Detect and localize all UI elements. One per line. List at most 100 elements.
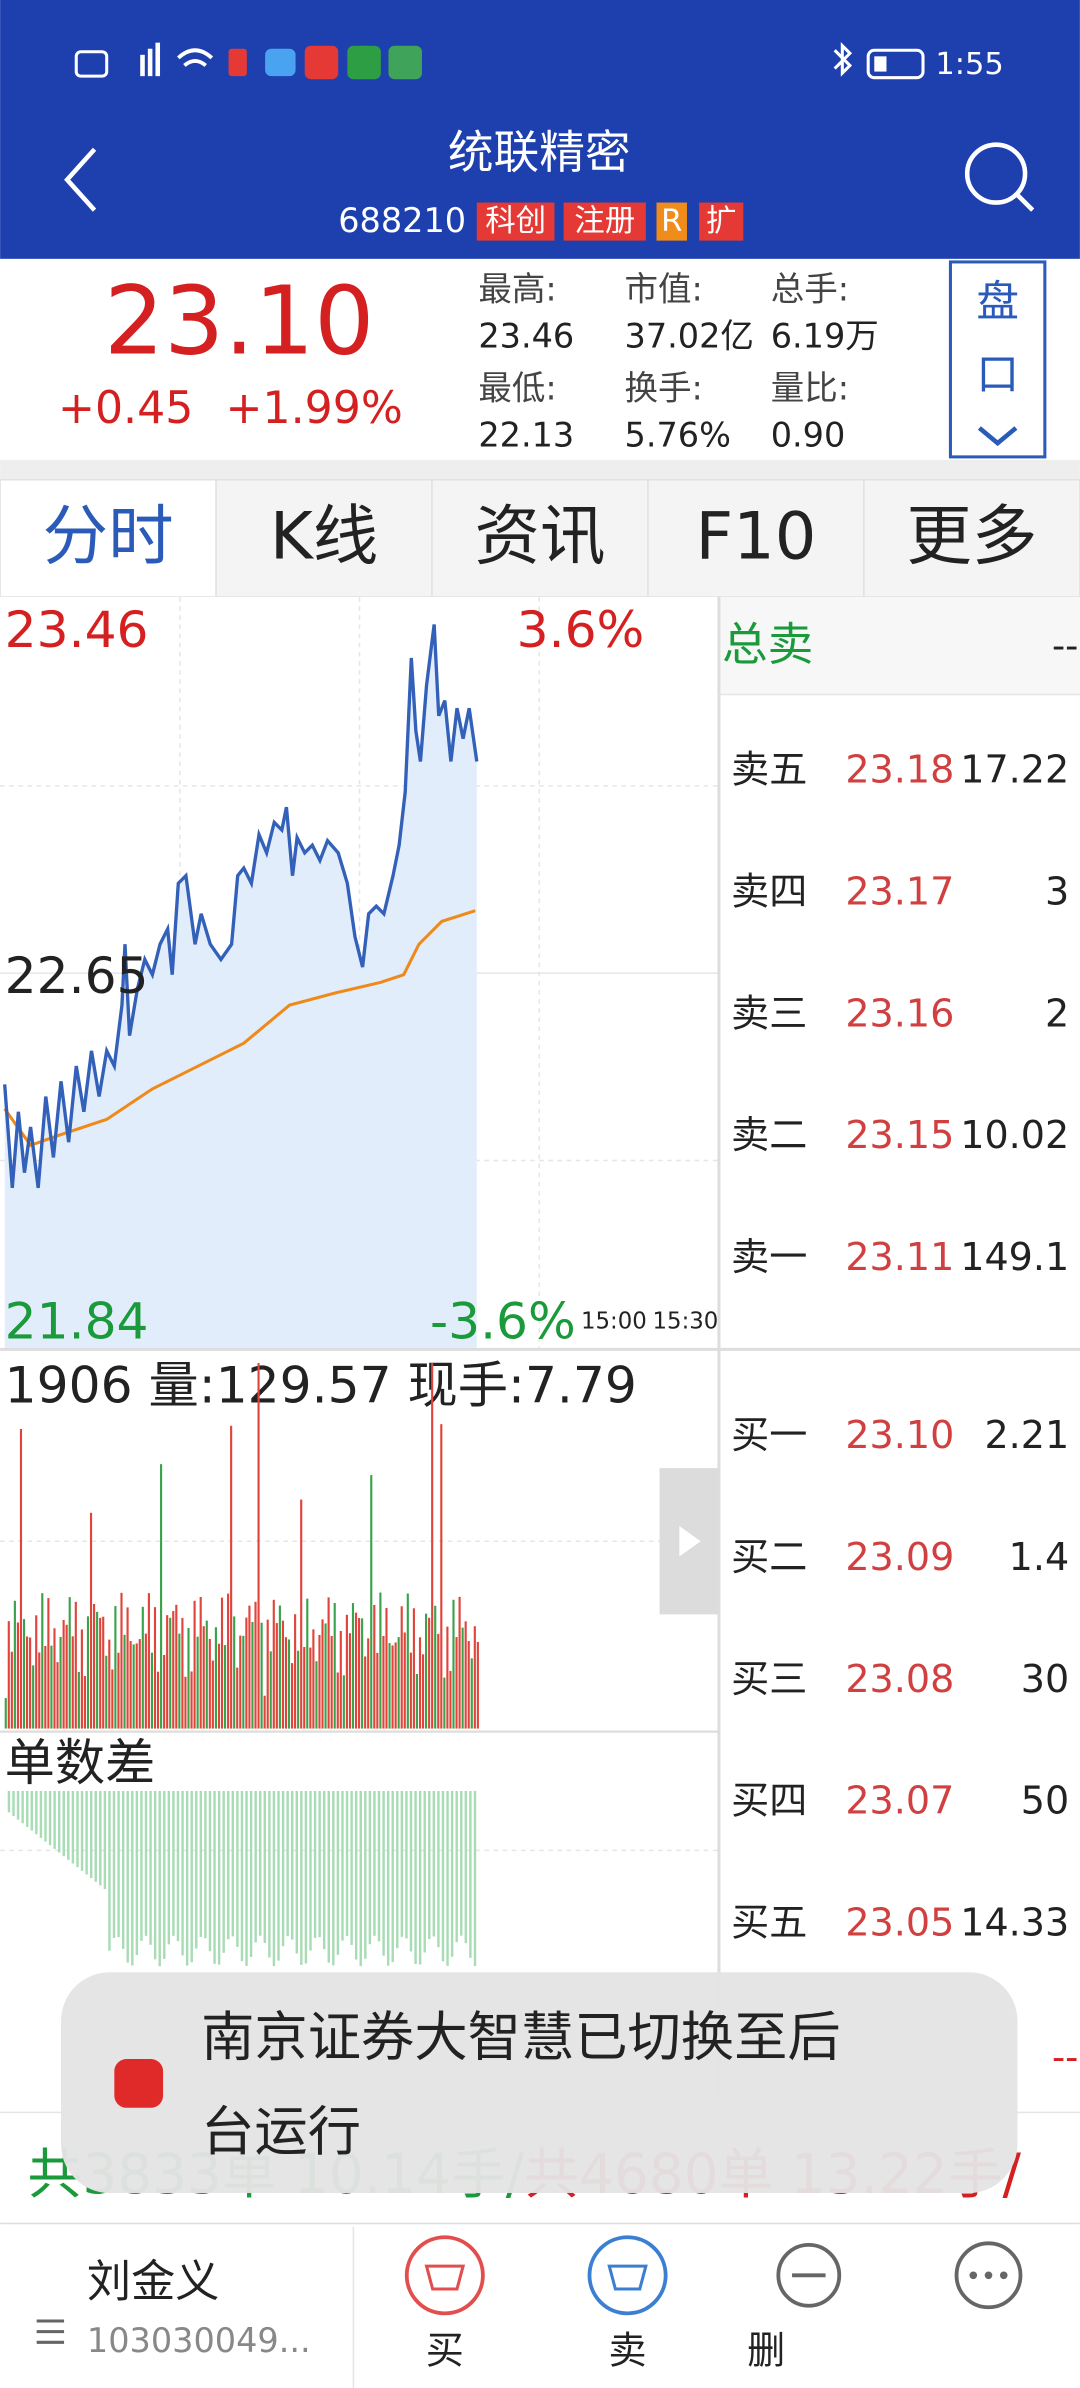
- indicator-bar: [222, 1791, 225, 1953]
- indicator-bar: [53, 1791, 56, 1849]
- signal-bar: [155, 42, 161, 77]
- more-icon[interactable]: [954, 2241, 1023, 2310]
- delete-icon[interactable]: [776, 2242, 842, 2308]
- app-icon: [304, 45, 339, 80]
- toast-app-icon: [114, 2059, 164, 2108]
- indicator-bar: [163, 1791, 166, 1959]
- sell-total-bg: [720, 597, 1080, 695]
- handicap-chevron[interactable]: [977, 426, 1018, 447]
- menu-icon[interactable]: [36, 2319, 65, 2344]
- volume-bar: [284, 1637, 288, 1729]
- handicap-label[interactable]: 盘: [976, 277, 1019, 327]
- volume-bar: [470, 1658, 473, 1729]
- tab-bg[interactable]: [431, 478, 649, 598]
- indicator-bar: [281, 1791, 285, 1947]
- indicator-bar: [300, 1791, 303, 1965]
- volume-bar: [242, 1635, 245, 1729]
- tab[interactable]: 资讯: [475, 499, 606, 575]
- tab[interactable]: 更多: [906, 499, 1037, 575]
- handicap-button[interactable]: [948, 260, 1047, 459]
- sell-cart[interactable]: [607, 2264, 648, 2291]
- toast-text: 南京证券大智慧已切换至后: [201, 2006, 841, 2068]
- volume-bar: [169, 1617, 172, 1729]
- tab[interactable]: F10: [695, 499, 816, 575]
- tab[interactable]: 分时: [43, 499, 174, 575]
- volume-bar: [461, 1627, 464, 1729]
- tab-bg[interactable]: [863, 478, 1080, 598]
- volume-bar: [476, 1641, 479, 1729]
- volume-bar: [217, 1643, 221, 1729]
- indicator-bar: [377, 1791, 381, 1942]
- volume-bar: [376, 1652, 379, 1729]
- volume-bar: [464, 1621, 467, 1729]
- volume-bar: [394, 1642, 397, 1729]
- sell-action[interactable]: 卖: [609, 2328, 647, 2372]
- indicator-bar: [21, 1791, 24, 1824]
- sell-price: 23.16: [845, 991, 954, 1035]
- buy-icon[interactable]: [404, 2235, 485, 2316]
- sell-icon[interactable]: [587, 2235, 668, 2316]
- stat-label: 市值:: [625, 269, 703, 308]
- tag: 注册: [574, 204, 635, 239]
- volume-bar: [309, 1647, 312, 1729]
- buy-level: 买二: [731, 1535, 807, 1579]
- volume-bar: [190, 1671, 193, 1729]
- indicator-bar: [405, 1791, 408, 1939]
- volume-bar: [467, 1640, 470, 1729]
- hd-icon: [74, 50, 109, 78]
- volume-bar: [327, 1597, 330, 1729]
- volume-bar: [80, 1629, 83, 1729]
- indicator-bar: [108, 1791, 111, 1951]
- volume-bar: [397, 1637, 400, 1729]
- more-dot[interactable]: [969, 2271, 978, 2280]
- indicator-bar: [290, 1791, 294, 1940]
- delete-action[interactable]: 删: [747, 2328, 785, 2372]
- volume-bar: [138, 1639, 141, 1729]
- stat-value: 37.02亿: [625, 317, 754, 356]
- volume-bar: [266, 1619, 269, 1729]
- stock-tags: 科创 注册 R 扩: [476, 202, 744, 241]
- sell-volume: 3: [1045, 869, 1069, 913]
- volume-bar: [99, 1617, 102, 1729]
- volume-bar: [117, 1652, 120, 1729]
- tab[interactable]: K线: [270, 499, 378, 575]
- volume-bar: [272, 1599, 275, 1729]
- indicator-bar: [117, 1791, 120, 1938]
- stat-value: 6.19万: [771, 317, 879, 356]
- buy-level: 买一: [731, 1413, 807, 1457]
- account-id[interactable]: 103030049...: [87, 2321, 311, 2360]
- tab-bg[interactable]: [647, 478, 865, 598]
- sell-volume: 2: [1045, 991, 1069, 1035]
- volume-bar: [129, 1641, 132, 1729]
- handicap-label[interactable]: 口: [976, 350, 1019, 400]
- more-dot[interactable]: [999, 2271, 1008, 2280]
- volume-bar: [41, 1593, 44, 1729]
- volume-bar: [354, 1612, 358, 1729]
- indicator-bar: [30, 1791, 34, 1831]
- price-line: [3, 624, 479, 1189]
- buy-cart[interactable]: [424, 2264, 466, 2291]
- more-dot[interactable]: [984, 2271, 993, 2280]
- volume-bar: [257, 1363, 260, 1729]
- toast-text: 台运行: [201, 2101, 361, 2163]
- tab-bar: 分时 K线 资讯 F10 更多: [0, 478, 1080, 598]
- search-button[interactable]: [964, 142, 1035, 212]
- volume-bar: [22, 1619, 26, 1729]
- volume-bar: [336, 1672, 339, 1729]
- volume-bar: [391, 1645, 394, 1729]
- volume-bar: [315, 1661, 318, 1729]
- side-handle-arrow[interactable]: [679, 1526, 701, 1557]
- app-icon: [388, 45, 422, 80]
- price-mid-label: 22.65: [5, 946, 149, 1005]
- indicator-bar: [131, 1791, 134, 1966]
- back-button[interactable]: [64, 147, 97, 212]
- indicator-bar: [437, 1791, 440, 1948]
- search-icon[interactable]: [964, 142, 1028, 205]
- buy-action[interactable]: 买: [426, 2328, 464, 2372]
- stat-label: 最低:: [478, 368, 556, 407]
- tab-bg[interactable]: [215, 478, 433, 598]
- sell-level: 卖三: [731, 991, 807, 1035]
- search-handle[interactable]: [1015, 193, 1035, 212]
- account-name[interactable]: 刘金义: [87, 2256, 219, 2307]
- volume-bar: [412, 1608, 415, 1729]
